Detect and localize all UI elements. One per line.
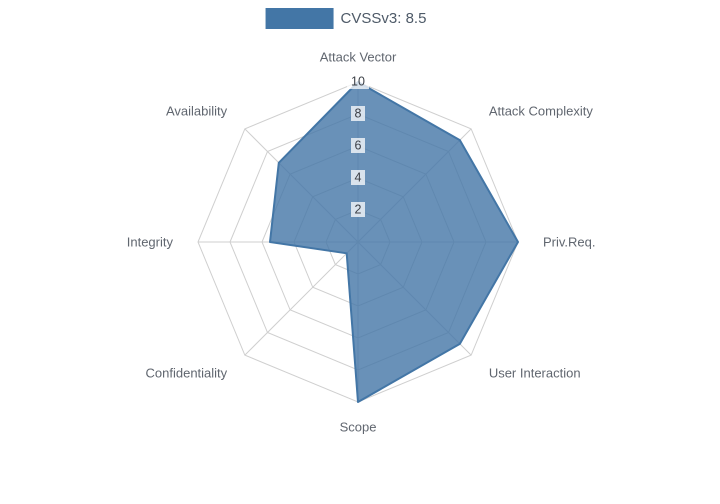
- tick-label: 10: [351, 75, 365, 89]
- axis-label-priv-req-: Priv.Req.: [543, 235, 596, 250]
- axis-label-confidentiality: Confidentiality: [146, 365, 228, 380]
- tick-label: 2: [355, 203, 362, 217]
- tick-label-bg: [351, 170, 365, 185]
- axis-label-integrity: Integrity: [127, 235, 174, 250]
- cvss-score-polygon[interactable]: [269, 81, 519, 403]
- tick-label-bg: [351, 202, 365, 217]
- radar-data: [269, 81, 519, 403]
- tick-label-bg: [351, 106, 365, 121]
- radar-ticks: 2 4 6 8 10: [347, 74, 369, 217]
- axis-label-scope: Scope: [340, 420, 377, 435]
- axis-label-availability: Availability: [166, 104, 228, 119]
- tick-label: 4: [355, 171, 362, 185]
- radar-axis-labels: Attack Vector Attack Complexity Priv.Req. U…: [127, 50, 596, 435]
- grid-spoke: [244, 241, 359, 356]
- axis-label-attack-complexity: Attack Complexity: [489, 104, 594, 119]
- tick-label: 6: [355, 139, 362, 153]
- legend-label: CVSSv3: 8.5: [340, 10, 427, 27]
- legend[interactable]: CVSSv3: 8.5: [265, 8, 427, 29]
- axis-label-attack-vector: Attack Vector: [320, 50, 397, 65]
- tick-label-bg: [347, 74, 369, 89]
- tick-label: 8: [355, 107, 362, 121]
- legend-swatch: [265, 8, 334, 29]
- tick-label-bg: [351, 138, 365, 153]
- axis-label-user-interaction: User Interaction: [489, 365, 581, 380]
